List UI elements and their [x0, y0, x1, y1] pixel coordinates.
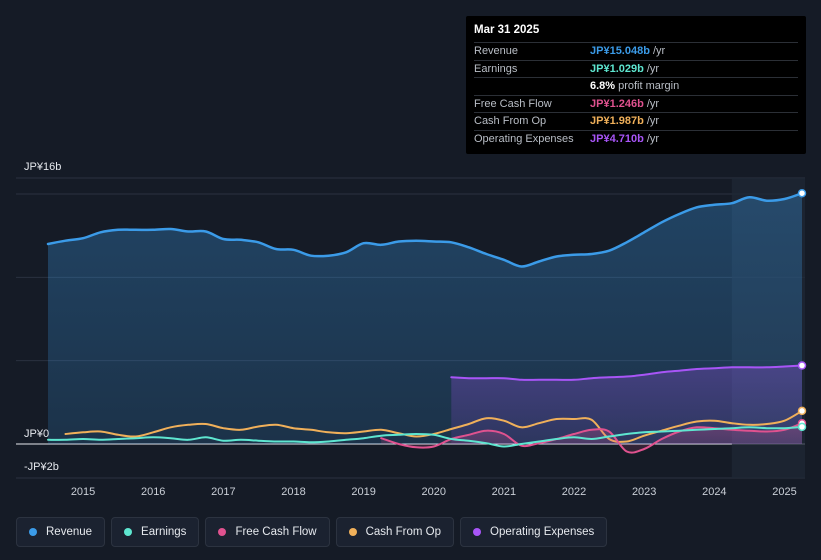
financial-history-chart: JP¥16b JP¥0 -JP¥2b 2015 2016 2017 2018 2019 2…: [16, 161, 807, 498]
legend-item-free-cash-flow[interactable]: Free Cash Flow: [205, 517, 330, 547]
x-tick-label: 2018: [281, 486, 305, 498]
legend-item-label: Revenue: [46, 526, 93, 538]
operating-expenses-area: [451, 365, 802, 444]
tooltip-row-cash-from-op: Cash From Op JP¥1.987b/yr: [474, 112, 798, 130]
series-layer: [46, 191, 804, 454]
chart-legend: Revenue Earnings Free Cash Flow Cash From O…: [16, 517, 608, 547]
legend-dot-icon: [29, 528, 37, 536]
legend-dot-icon: [473, 528, 482, 536]
tooltip-row-unit: /yr: [646, 62, 660, 75]
tooltip-row-value: JP¥1.246b: [590, 97, 644, 110]
cash-from-op-end-marker: [797, 406, 807, 416]
legend-item-revenue[interactable]: Revenue: [16, 517, 106, 547]
tooltip-row-unit: /yr: [646, 132, 660, 145]
revenue-line: [46, 191, 804, 268]
tooltip-row-unit: /yr: [646, 115, 660, 128]
legend-dot-icon: [348, 528, 357, 536]
data-tooltip: Mar 31 2025 Revenue JP¥15.048b/yr Earnings…: [466, 16, 806, 154]
y-axis-top-label: JP¥16b: [24, 161, 61, 173]
tooltip-row-label: Operating Expenses: [474, 132, 574, 145]
tooltip-row-value: JP¥1.029b: [590, 62, 644, 75]
x-axis-ticks: 2015 2016 2017 2018 2019 2020 2021 2022 2023 2024…: [71, 486, 797, 498]
x-tick-label: 2024: [702, 486, 726, 498]
tooltip-row-value: JP¥15.048b: [590, 45, 650, 58]
tooltip-rows: Revenue JP¥15.048b/yr Earnings JP¥1.029b/yr…: [474, 42, 798, 147]
tooltip-row-free-cash-flow: Free Cash Flow JP¥1.246b/yr: [474, 94, 798, 113]
tooltip-row-value: JP¥1.987b: [590, 115, 644, 128]
tooltip-row-unit: /yr: [652, 45, 666, 58]
tooltip-row-earnings: Earnings JP¥1.029b/yr: [474, 59, 798, 78]
operating-expenses-line: [450, 364, 803, 381]
tooltip-row-operating-expenses: Operating Expenses JP¥4.710b/yr: [474, 129, 798, 148]
tooltip-row-value: 6.8%: [590, 80, 616, 93]
operating-expenses-end-marker: [797, 361, 807, 370]
x-tick-label: 2022: [562, 486, 586, 498]
x-tick-label: 2025: [772, 486, 796, 498]
x-tick-label: 2020: [422, 486, 446, 498]
legend-dot-icon: [218, 528, 227, 536]
legend-item-label: Cash From Op: [365, 526, 442, 538]
y-axis-zero-label: JP¥0: [24, 428, 49, 440]
tooltip-row-label: Cash From Op: [474, 115, 547, 128]
x-tick-label: 2017: [211, 486, 235, 498]
earnings-end-marker: [797, 422, 807, 432]
tooltip-row-unit: profit margin: [618, 80, 680, 93]
tooltip-row-label: Revenue: [474, 45, 519, 58]
legend-dot-icon: [124, 528, 133, 536]
revenue-end-marker: [797, 188, 807, 198]
tooltip-row-value: JP¥4.710b: [590, 132, 644, 145]
earnings-line: [47, 425, 803, 448]
tooltip-row-label: Free Cash Flow: [474, 97, 552, 110]
x-tick-label: 2016: [141, 486, 165, 498]
legend-item-label: Free Cash Flow: [235, 526, 317, 538]
legend-item-label: Earnings: [141, 526, 187, 538]
legend-item-cash-from-op[interactable]: Cash From Op: [335, 517, 455, 547]
end-markers: [797, 188, 807, 432]
tooltip-row-revenue: Revenue JP¥15.048b/yr: [474, 42, 798, 60]
tooltip-date: Mar 31 2025: [474, 24, 540, 36]
x-tick-label: 2023: [632, 486, 656, 498]
tooltip-row-profit-margin: 6.8% profit margin: [474, 77, 798, 95]
tooltip-row-label: Earnings: [474, 62, 518, 75]
x-tick-label: 2015: [71, 486, 95, 498]
legend-item-label: Operating Expenses: [490, 526, 595, 538]
y-axis-bottom-label: -JP¥2b: [24, 461, 59, 473]
tooltip-row-unit: /yr: [646, 97, 660, 110]
x-tick-label: 2021: [492, 486, 516, 498]
legend-item-earnings[interactable]: Earnings: [111, 517, 200, 547]
legend-item-operating-expenses[interactable]: Operating Expenses: [460, 517, 608, 547]
x-tick-label: 2019: [351, 486, 375, 498]
